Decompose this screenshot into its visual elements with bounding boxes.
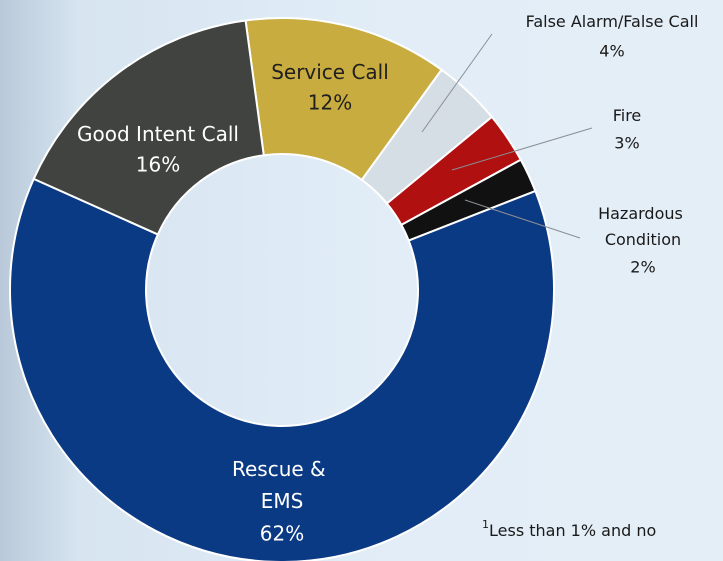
slice-label-line: Good Intent Call <box>77 122 239 146</box>
slice-label-line: Service Call <box>271 60 389 84</box>
slice-value-label: 62% <box>260 522 304 546</box>
slice-value-label: 4% <box>599 42 624 61</box>
footnote: 1Less than 1% and no <box>482 518 656 540</box>
slice-label: Service Call <box>271 60 389 84</box>
slice-label-line: Rescue & <box>232 457 332 481</box>
slice-label: Hazardous Condition <box>598 204 688 249</box>
slice-label: False Alarm/False Call <box>526 12 699 31</box>
slice-value-label: 2% <box>630 258 655 277</box>
slice-label: Good Intent Call <box>77 122 239 146</box>
slice-value-label: 16% <box>136 153 180 177</box>
footnote-marker: 1 <box>482 518 489 531</box>
chart: 1Less than 1% and no Service Call12%Fals… <box>0 0 723 561</box>
slice-label-line: EMS <box>261 489 304 513</box>
slice-label: Fire <box>613 106 642 125</box>
slice-value-label: 3% <box>614 134 639 153</box>
slice-label-line: Condition <box>605 230 681 249</box>
slice-label-line: False Alarm/False Call <box>526 12 699 31</box>
footnote-text: Less than 1% and no <box>489 521 656 540</box>
slice-label-line: Hazardous <box>598 204 688 223</box>
slice-value-label: 12% <box>308 91 352 115</box>
slice-label-line: Fire <box>613 106 642 125</box>
